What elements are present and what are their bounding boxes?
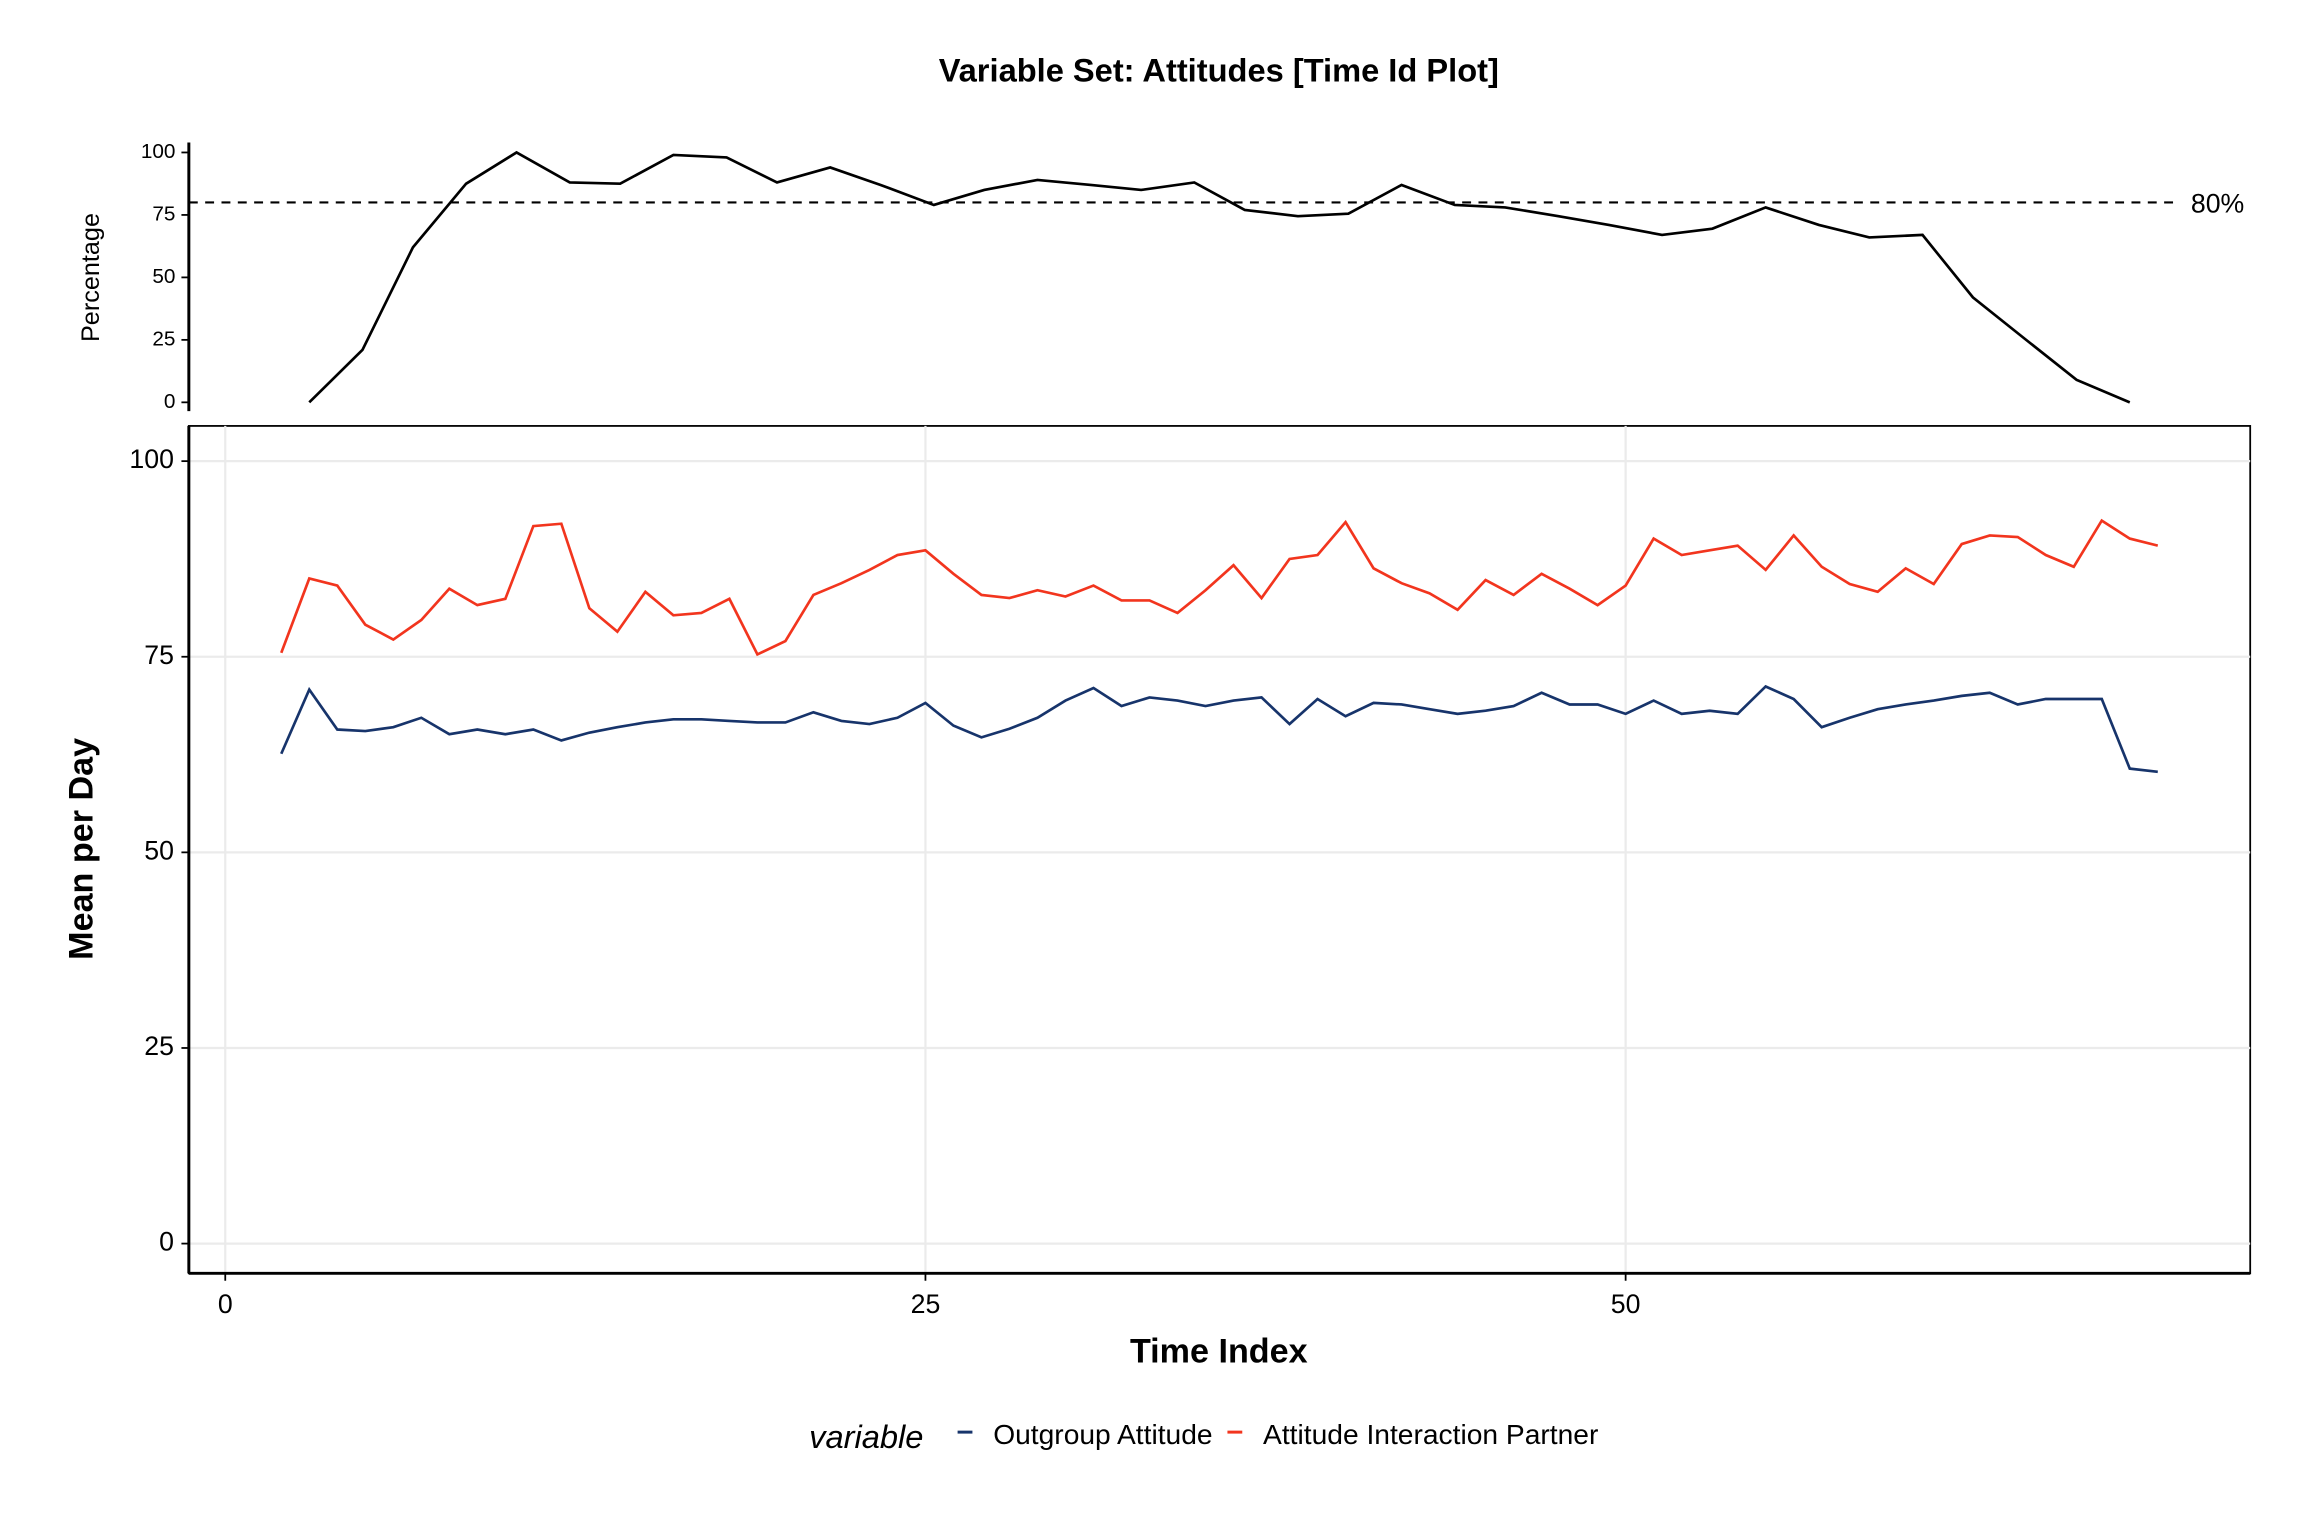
y-tick-label: 100: [129, 444, 174, 474]
y-tick-label: 75: [144, 640, 174, 670]
legend-label: Outgroup Attitude: [993, 1418, 1212, 1450]
chart-title: Variable Set: Attitudes [Time Id Plot]: [939, 51, 1499, 88]
y-tick-label: 75: [152, 202, 175, 225]
y-tick-label: 25: [152, 327, 175, 350]
series-line: [308, 150, 2131, 404]
y-tick-label: 50: [152, 265, 175, 288]
x-tick-label: 50: [1611, 1289, 1641, 1319]
y-axis-label: Percentage: [77, 213, 105, 342]
y-tick-label: 0: [159, 1227, 174, 1257]
y-tick-label: 0: [164, 390, 176, 413]
plot-frame: [187, 425, 2252, 1275]
y-tick-label: 25: [144, 1031, 174, 1061]
y-tick-label: 50: [144, 835, 174, 865]
series-line: [280, 518, 2159, 657]
y-axis-label: Mean per Day: [62, 738, 100, 960]
legend-title: variable: [809, 1418, 923, 1455]
reference-label: 80%: [2191, 188, 2244, 218]
x-axis-label: Time Index: [1130, 1332, 1308, 1370]
legend-label: Attitude Interaction Partner: [1263, 1418, 1598, 1450]
y-tick-label: 100: [141, 140, 176, 163]
x-tick-label: 0: [218, 1289, 233, 1319]
x-tick-label: 25: [911, 1289, 941, 1319]
series-line: [280, 684, 2158, 774]
